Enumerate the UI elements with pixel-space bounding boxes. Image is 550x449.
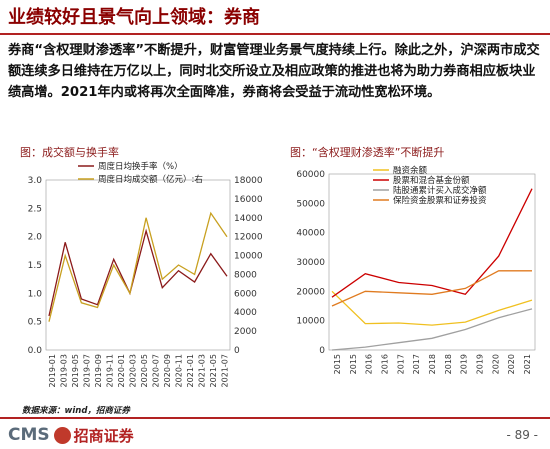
x-tick-label: 2021-07 xyxy=(220,354,229,387)
y-tick-label: 30000 xyxy=(296,258,325,268)
plot-frame xyxy=(328,173,536,351)
x-tick-label: 2019-03 xyxy=(59,354,68,387)
turnover-chart-svg: 0.0 0.5 1.0 1.5 2.0 2.5 3.0 0 2000 4000 6000 8000 10… xyxy=(28,161,263,387)
x-tick-label: 2016 xyxy=(380,354,389,374)
y2-tick-label: 16000 xyxy=(234,195,263,205)
x-tick-label: 2020-01 xyxy=(117,354,126,387)
penetration-chart: 0 10000 20000 30000 40000 50000 60000 2015 2015 2… xyxy=(287,160,543,400)
series-line-1 xyxy=(331,188,533,298)
y-tick-label: 1.5 xyxy=(28,261,42,271)
x-tick-label: 2019 xyxy=(460,354,469,374)
x-tick-label: 2020 xyxy=(491,354,500,374)
y-tick-label: 3.0 xyxy=(28,176,43,186)
y2-tick-label: 6000 xyxy=(234,289,257,299)
x-tick-label: 2016 xyxy=(365,354,374,374)
y2-tick-label: 14000 xyxy=(234,214,263,224)
logo-mark-icon xyxy=(53,426,71,444)
legend-label-2: 陆股通累计买入成交净额 xyxy=(393,185,487,196)
y2-tick-label: 10000 xyxy=(234,252,263,262)
y-tick-label: 0.5 xyxy=(28,318,42,328)
y-tick-label: 60000 xyxy=(296,170,325,180)
title-divider xyxy=(0,33,550,35)
footer-divider xyxy=(0,417,550,419)
legend-label-1: 股票和混合基金份额 xyxy=(393,175,470,186)
y2-tick-label: 0 xyxy=(234,346,240,356)
series-line-0 xyxy=(331,290,533,326)
x-tick-label: 2021 xyxy=(523,354,532,374)
legend-label-0: 周度日均换手率（%） xyxy=(98,161,183,172)
legend-label-3: 保险资金股票和证券投资 xyxy=(393,195,487,206)
x-tick-label: 2021-05 xyxy=(209,354,218,387)
y-tick-label: 0.0 xyxy=(28,346,43,356)
x-tick-label: 2017 xyxy=(412,354,421,374)
x-tick-label: 2020-09 xyxy=(163,354,172,387)
y-tick-label: 2.5 xyxy=(28,204,42,214)
x-tick-label: 2020-05 xyxy=(140,354,149,387)
x-tick-label: 2019-01 xyxy=(48,354,57,387)
y-tick-label: 20000 xyxy=(296,287,325,297)
x-tick-label: 2017 xyxy=(396,354,405,374)
x-tick-label: 2019-05 xyxy=(71,354,80,387)
x-tick-label: 2021-01 xyxy=(186,354,195,387)
y-tick-label: 1.0 xyxy=(28,289,43,299)
y-tick-label: 2.0 xyxy=(28,233,43,243)
y-tick-label: 50000 xyxy=(296,199,325,209)
y2-tick-label: 8000 xyxy=(234,270,257,280)
right-chart-title: 图：“含权理财渗透率”不断提升 xyxy=(290,146,445,159)
legend-label-0: 融资余额 xyxy=(393,165,428,176)
turnover-chart: 0.0 0.5 1.0 1.5 2.0 2.5 3.0 0 2000 4000 6000 8000 10… xyxy=(20,160,272,400)
x-tick-label: 2018 xyxy=(444,354,453,374)
page-number: - 89 - xyxy=(506,428,538,442)
x-tick-label: 2020 xyxy=(507,354,516,374)
y-tick-label: 0 xyxy=(319,346,325,356)
y-tick-label: 40000 xyxy=(296,229,325,239)
series-line-1 xyxy=(48,211,228,322)
left-chart-title: 图：成交额与换手率 xyxy=(20,146,119,159)
logo-cms-text: CMS xyxy=(8,425,50,445)
x-tick-label: 2021-03 xyxy=(197,354,206,387)
penetration-chart-svg: 0 10000 20000 30000 40000 50000 60000 2015 2015 2… xyxy=(296,165,536,374)
x-tick-label: 2020-03 xyxy=(128,354,137,387)
y2-tick-label: 18000 xyxy=(234,176,263,186)
x-tick-label: 2018 xyxy=(428,354,437,374)
legend-label-1: 周度日均成交额（亿元）:右 xyxy=(98,174,203,185)
series-line-2 xyxy=(331,308,533,351)
y2-tick-label: 2000 xyxy=(234,327,257,337)
x-tick-label: 2019-11 xyxy=(105,354,114,387)
y2-tick-label: 4000 xyxy=(234,308,257,318)
x-tick-label: 2019-07 xyxy=(82,354,91,387)
x-tick-label: 2019-09 xyxy=(94,354,103,387)
x-tick-label: 2015 xyxy=(333,354,342,374)
slide-title: 业绩较好且景气向上领域：券商 xyxy=(8,7,260,28)
body-paragraph: 券商“含权理财渗透率”不断提升，财富管理业务景气度持续上行。除此之外，沪深两市成… xyxy=(8,43,540,100)
y-tick-label: 10000 xyxy=(296,317,325,327)
logo-chinese-text: 招商证券 xyxy=(73,426,134,445)
series-line-3 xyxy=(331,270,532,307)
x-tick-label: 2020-11 xyxy=(174,354,183,387)
data-source: 数据来源：wind，招商证券 xyxy=(22,406,130,416)
plot-frame xyxy=(45,179,231,351)
y2-tick-label: 12000 xyxy=(234,233,263,243)
x-tick-label: 2015 xyxy=(349,354,358,374)
x-tick-label: 2020-07 xyxy=(151,354,160,387)
series-line-0 xyxy=(48,228,228,317)
company-logo: CMS 招商证券 xyxy=(8,424,134,446)
x-tick-label: 2019 xyxy=(476,354,485,374)
